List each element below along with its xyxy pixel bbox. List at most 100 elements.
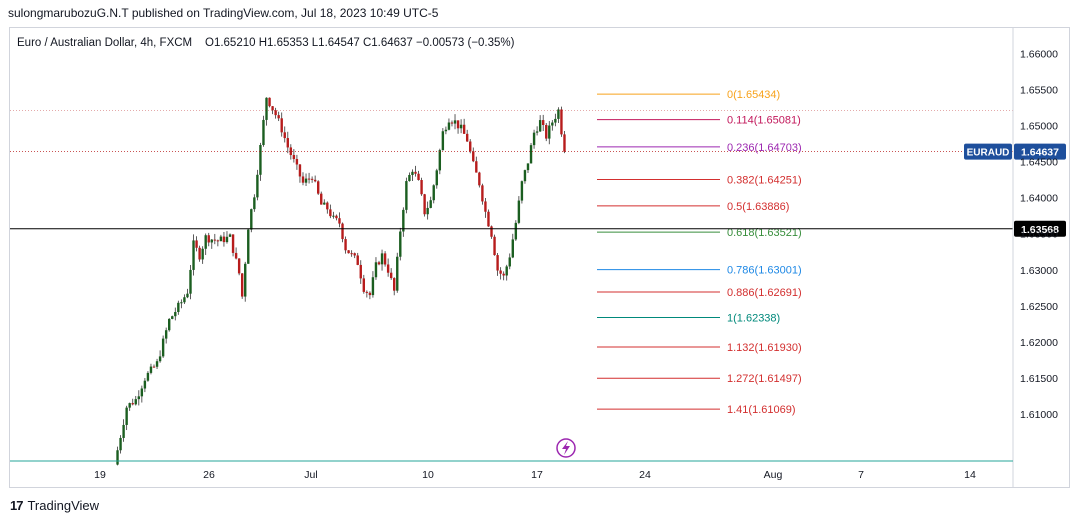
candle-body[interactable] [155,361,159,367]
candle-body[interactable] [323,202,326,205]
candle-body[interactable] [310,178,314,180]
candle-body[interactable] [386,264,390,273]
candle-body[interactable] [168,318,171,331]
candle-body[interactable] [493,236,496,256]
candle-body[interactable] [189,269,192,294]
candle-body[interactable] [380,253,384,265]
candle-body[interactable] [350,253,353,255]
candle-body[interactable] [447,122,451,130]
candle-body[interactable] [326,202,329,210]
candle-body[interactable] [356,255,359,265]
candle-body[interactable] [125,407,128,425]
candle-body[interactable] [158,356,162,362]
candle-body[interactable] [274,110,277,116]
candle-body[interactable] [152,366,156,368]
candle-body[interactable] [514,222,518,240]
candle-body[interactable] [313,179,317,182]
candle-body[interactable] [247,229,250,264]
candle-body[interactable] [420,180,423,195]
candle-body[interactable] [244,263,247,297]
candle-body[interactable] [174,312,177,317]
candle-body[interactable] [332,215,335,217]
candle-body[interactable] [554,118,557,123]
candle-body[interactable] [465,133,469,142]
candle-body[interactable] [262,119,265,146]
candle-body[interactable] [304,178,308,183]
candle-body[interactable] [368,292,372,296]
candle-body[interactable] [408,174,411,182]
candle-body[interactable] [432,185,435,201]
candle-body[interactable] [183,297,186,303]
candle-body[interactable] [423,194,426,215]
candle-body[interactable] [523,170,527,182]
candle-body[interactable] [237,258,241,274]
candle-body[interactable] [541,120,545,125]
candle-body[interactable] [426,207,429,215]
candle-body[interactable] [301,176,305,183]
lightning-icon[interactable] [556,438,576,458]
candle-body[interactable] [411,171,414,175]
candle-body[interactable] [192,240,195,270]
candle-body[interactable] [146,372,150,381]
candle-body[interactable] [362,278,366,292]
candle-body[interactable] [414,171,417,174]
candle-body[interactable] [472,151,475,162]
candle-body[interactable] [548,125,551,139]
candle-body[interactable] [505,266,508,276]
candle-body[interactable] [228,234,232,237]
candle-body[interactable] [335,215,338,219]
candle-body[interactable] [529,145,533,164]
candle-body[interactable] [134,399,137,405]
candle-body[interactable] [122,424,125,438]
candle-body[interactable] [177,302,180,313]
candle-body[interactable] [441,131,445,151]
candle-body[interactable] [402,209,405,232]
candle-body[interactable] [551,122,554,126]
candle-body[interactable] [487,211,490,227]
candle-body[interactable] [234,252,238,259]
candle-body[interactable] [499,270,502,274]
candle-body[interactable] [535,131,539,133]
candle-body[interactable] [459,124,463,129]
candle-body[interactable] [456,120,460,129]
candle-body[interactable] [207,235,210,243]
candle-body[interactable] [201,248,204,260]
candle-body[interactable] [469,141,472,152]
candle-body[interactable] [213,239,217,241]
candle-body[interactable] [557,109,560,119]
candle-body[interactable] [435,170,438,186]
candle-body[interactable] [277,115,280,119]
candle-body[interactable] [450,122,454,124]
candle-body[interactable] [496,255,499,271]
candle-body[interactable] [405,181,408,210]
candle-body[interactable] [131,403,134,405]
candle-body[interactable] [490,226,493,237]
candle-body[interactable] [216,240,220,242]
candle-body[interactable] [253,197,256,210]
candle-body[interactable] [374,262,378,278]
candle-body[interactable] [396,256,399,291]
candle-body[interactable] [271,106,274,111]
candle-body[interactable] [280,118,283,133]
candle-body[interactable] [526,163,530,171]
tradingview-brand[interactable]: 17 TradingView [10,498,99,513]
candle-body[interactable] [259,145,262,175]
candle-body[interactable] [399,231,402,257]
candle-body[interactable] [116,450,119,465]
candle-body[interactable] [560,109,563,135]
candle-body[interactable] [475,161,478,173]
candle-body[interactable] [563,134,566,152]
candle-body[interactable] [508,257,511,267]
candle-body[interactable] [268,97,271,107]
candle-body[interactable] [283,132,286,139]
candle-body[interactable] [502,273,505,276]
candle-body[interactable] [329,209,332,217]
candle-body[interactable] [453,120,457,124]
candle-body[interactable] [222,236,226,243]
candle-body[interactable] [140,388,144,397]
candle-body[interactable] [365,291,369,293]
candle-body[interactable] [292,155,296,160]
candle-body[interactable] [347,250,350,254]
candle-body[interactable] [210,239,213,243]
candle-body[interactable] [517,200,521,223]
